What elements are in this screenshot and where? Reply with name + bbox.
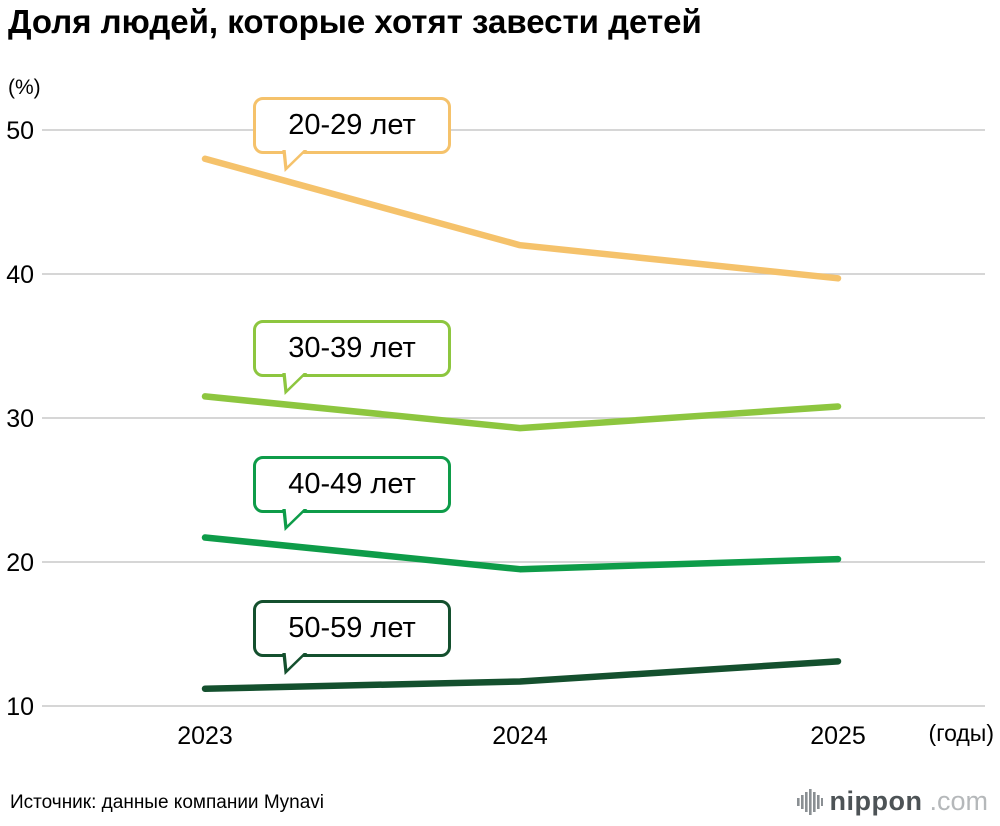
callout-label: 40-49 лет: [288, 468, 416, 500]
series-line-2: [201, 534, 842, 573]
y-tick-label: 30: [6, 405, 34, 433]
x-tick-label: 2025: [810, 722, 866, 750]
callout-age-50-59: 50-59 лет: [253, 600, 451, 657]
callout-age-40-49: 40-49 лет: [253, 456, 451, 513]
callout-age-20-29: 20-29 лет: [253, 97, 451, 154]
nippon-logo-icon: [796, 788, 823, 815]
y-tick-label: 40: [6, 261, 34, 289]
nippon-logo: nippon .com: [796, 786, 988, 817]
y-axis-unit-label: (%): [8, 76, 41, 99]
series-line-3: [201, 658, 842, 692]
x-axis-unit-label: (годы): [928, 720, 994, 746]
logo-text: nippon: [829, 786, 923, 816]
series-line-0: [201, 155, 842, 282]
callout-label: 30-39 лет: [288, 332, 416, 364]
series-line-1: [201, 393, 842, 432]
x-tick-label: 2023: [177, 722, 233, 750]
logo-suffix-text: .com: [929, 786, 988, 816]
page-title: Доля людей, которые хотят завести детей: [8, 3, 702, 40]
x-tick-label: 2024: [492, 722, 548, 750]
callout-label: 50-59 лет: [288, 612, 416, 644]
callout-age-30-39: 30-39 лет: [253, 320, 451, 377]
y-tick-label: 20: [6, 549, 34, 577]
y-tick-label: 10: [6, 693, 34, 721]
callout-label: 20-29 лет: [288, 109, 416, 141]
source-note: Источник: данные компании Mynavi: [10, 792, 325, 813]
y-tick-label: 50: [6, 117, 34, 145]
